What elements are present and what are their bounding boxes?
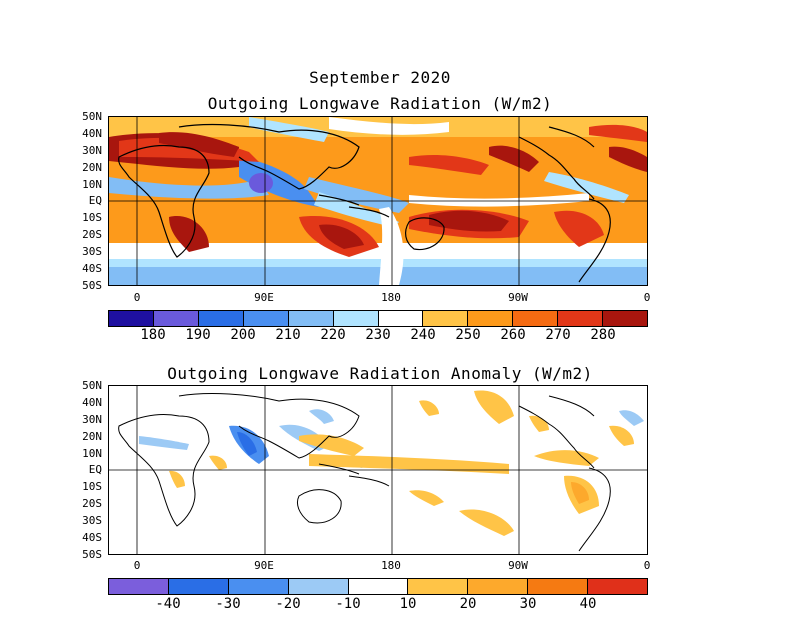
lon-label: 0 [643, 559, 651, 572]
lat-label: 50S [82, 548, 102, 561]
lon-label: 0 [133, 559, 141, 572]
colorbar-label: 250 [455, 327, 481, 343]
lat-label: 50S [82, 279, 102, 292]
colorbar-label: 180 [140, 327, 166, 343]
anomaly-field [109, 386, 647, 554]
olr-map [108, 116, 648, 286]
colorbar-label: 200 [230, 327, 256, 343]
colorbar-swatch [528, 579, 589, 594]
anomaly-panel-title: Outgoing Longwave Radiation Anomaly (W/m… [167, 364, 593, 383]
colorbar-swatch [423, 311, 469, 326]
lat-label: 40N [82, 396, 102, 409]
lat-label: 10N [82, 178, 102, 191]
colorbar-swatch [603, 311, 648, 326]
lat-label: 30N [82, 144, 102, 157]
lat-label: 20S [82, 228, 102, 241]
colorbar-swatch [333, 311, 379, 326]
colorbar-label: 230 [365, 327, 391, 343]
anomaly-gridlines [109, 386, 647, 554]
lat-label: 30S [82, 514, 102, 527]
lat-label: 50N [82, 379, 102, 392]
lat-label: 40S [82, 262, 102, 275]
colorbar-label: 260 [500, 327, 526, 343]
lat-label: 20N [82, 161, 102, 174]
lat-label: 40S [82, 531, 102, 544]
colorbar-swatch [228, 579, 289, 594]
colorbar-swatch [198, 311, 244, 326]
lat-label: 30N [82, 413, 102, 426]
lat-label: 20S [82, 497, 102, 510]
colorbar-swatch [109, 579, 169, 594]
colorbar-swatch [468, 579, 529, 594]
anomaly-colorbar [108, 578, 648, 595]
olr-gridlines [109, 117, 647, 285]
colorbar-label: 270 [545, 327, 571, 343]
colorbar-swatch [408, 579, 469, 594]
lat-label: 50N [82, 110, 102, 123]
colorbar-swatch [168, 579, 229, 594]
colorbar-swatch [588, 579, 648, 594]
olr-colorbar [108, 310, 648, 327]
colorbar-swatch [348, 579, 409, 594]
lat-label: EQ [88, 463, 102, 476]
lat-label: 30S [82, 245, 102, 258]
lat-label: 40N [82, 127, 102, 140]
colorbar-swatch [468, 311, 514, 326]
colorbar-swatch [513, 311, 559, 326]
lon-label: 90E [254, 291, 274, 304]
colorbar-label: 20 [459, 596, 477, 612]
colorbar-label: -30 [215, 596, 241, 612]
lat-label: 10N [82, 447, 102, 460]
colorbar-swatch [378, 311, 424, 326]
figure-title: September 2020 [309, 68, 451, 87]
colorbar-label: 40 [579, 596, 597, 612]
lat-label: EQ [88, 194, 102, 207]
colorbar-label: -40 [155, 596, 181, 612]
colorbar-label: 210 [275, 327, 301, 343]
colorbar-swatch [153, 311, 199, 326]
colorbar-swatch [109, 311, 154, 326]
lon-label: 180 [381, 559, 401, 572]
lat-label: 10S [82, 480, 102, 493]
colorbar-swatch [288, 311, 334, 326]
olr-coastlines [118, 123, 611, 283]
lat-label: 10S [82, 211, 102, 224]
colorbar-label: 220 [320, 327, 346, 343]
lon-label: 90W [508, 291, 528, 304]
lon-label: 90E [254, 559, 274, 572]
colorbar-swatch [558, 311, 604, 326]
colorbar-label: 190 [185, 327, 211, 343]
anomaly-coastlines [118, 393, 611, 552]
colorbar-swatch [288, 579, 349, 594]
colorbar-label: 240 [410, 327, 436, 343]
lat-label: 20N [82, 430, 102, 443]
colorbar-swatch [243, 311, 289, 326]
lon-label: 90W [508, 559, 528, 572]
colorbar-label: 280 [590, 327, 616, 343]
colorbar-label: 30 [519, 596, 537, 612]
lon-label: 180 [381, 291, 401, 304]
lon-label: 0 [133, 291, 141, 304]
lon-label: 0 [643, 291, 651, 304]
colorbar-label: 10 [399, 596, 417, 612]
anomaly-map [108, 385, 648, 555]
olr-panel-title: Outgoing Longwave Radiation (W/m2) [207, 94, 553, 113]
colorbar-label: -10 [335, 596, 361, 612]
colorbar-label: -20 [275, 596, 301, 612]
olr-field [109, 117, 647, 285]
